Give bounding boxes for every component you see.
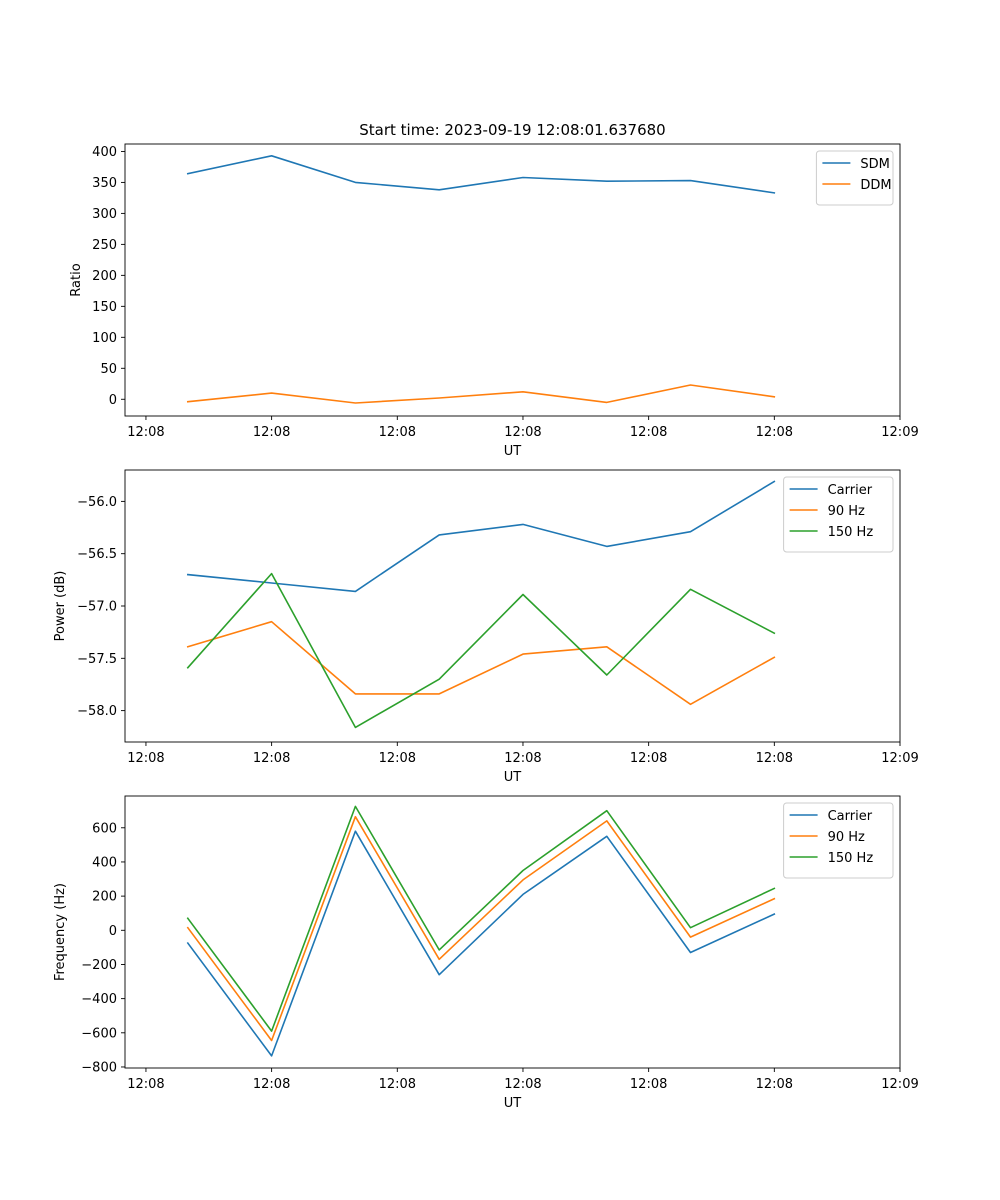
y-tick-label: 400: [92, 855, 117, 870]
series-line-90-hz: [186, 620, 776, 706]
x-axis-label: UT: [504, 444, 522, 459]
x-tick-label: 12:08: [504, 1077, 541, 1092]
x-tick-label: 12:08: [756, 751, 793, 766]
legend: SDM DDM: [815, 150, 894, 206]
legend-box: [783, 476, 894, 553]
y-axis-label: Ratio: [69, 263, 84, 296]
y-tick-label: 350: [92, 176, 117, 191]
legend-label: 90 Hz: [828, 504, 865, 519]
legend-label: 90 Hz: [828, 830, 865, 845]
x-tick-label: 12:09: [881, 425, 918, 440]
legend-label: SDM: [860, 157, 889, 172]
series-line-150-hz: [186, 572, 776, 729]
x-tick-label: 12:08: [379, 1077, 416, 1092]
y-axis-label: Power (dB): [53, 571, 68, 642]
x-tick-label: 12:08: [127, 751, 164, 766]
x-tick-label: 12:08: [127, 1077, 164, 1092]
x-tick-label: 12:09: [881, 751, 918, 766]
legend-label: Carrier: [828, 483, 873, 498]
series-line-ddm: [186, 384, 776, 404]
series-line-carrier: [186, 480, 776, 593]
subplot-1: Start time: 2023-09-19 12:08:01.637680 12…: [69, 121, 919, 459]
y-tick-label: −800: [81, 1060, 117, 1075]
subplot-3: 12:08 12:08 12:08 12:08 12:08 12:08 12:09 −800 −…: [53, 795, 919, 1111]
y-tick-label: −56.0: [77, 495, 117, 510]
y-tick-label: −400: [81, 992, 117, 1007]
plots-container: Start time: 2023-09-19 12:08:01.637680 12…: [53, 121, 919, 1111]
x-axis-label: UT: [504, 770, 522, 785]
y-tick-label: 50: [100, 362, 117, 377]
subplot-2: 12:08 12:08 12:08 12:08 12:08 12:08 12:09 −58.0…: [53, 469, 919, 785]
y-tick-label: 200: [92, 269, 117, 284]
y-tick-label: 250: [92, 238, 117, 253]
x-tick-label: 12:08: [504, 425, 541, 440]
y-tick-label: 300: [92, 207, 117, 222]
x-tick-label: 12:08: [630, 425, 667, 440]
series-line-90-hz: [186, 815, 776, 1042]
y-tick-label: 400: [92, 145, 117, 160]
y-axis-label: Frequency (Hz): [53, 883, 68, 981]
axes-frame: [124, 143, 901, 417]
x-tick-label: 12:08: [630, 751, 667, 766]
x-tick-label: 12:08: [253, 1077, 290, 1092]
y-tick-label: −58.0: [77, 704, 117, 719]
x-tick-label: 12:08: [630, 1077, 667, 1092]
x-tick-label: 12:08: [253, 751, 290, 766]
y-tick-label: 0: [109, 924, 117, 939]
legend: Carrier 90 Hz 150 Hz: [783, 802, 894, 879]
y-tick-label: 100: [92, 331, 117, 346]
legend-label: 150 Hz: [828, 525, 874, 540]
y-tick-label: 600: [92, 821, 117, 836]
legend-label: DDM: [860, 178, 891, 193]
x-axis-label: UT: [504, 1096, 522, 1111]
legend-label: Carrier: [828, 809, 873, 824]
x-tick-label: 12:08: [379, 751, 416, 766]
series-line-150-hz: [186, 805, 776, 1032]
y-tick-label: 0: [109, 393, 117, 408]
y-tick-label: −600: [81, 1026, 117, 1041]
chart-title: Start time: 2023-09-19 12:08:01.637680: [359, 121, 665, 139]
y-tick-label: −57.5: [77, 652, 117, 667]
legend: Carrier 90 Hz 150 Hz: [783, 476, 894, 553]
y-tick-label: −56.5: [77, 547, 117, 562]
x-tick-label: 12:09: [881, 1077, 918, 1092]
series-line-carrier: [186, 830, 776, 1057]
x-tick-label: 12:08: [756, 1077, 793, 1092]
x-tick-label: 12:08: [756, 425, 793, 440]
x-tick-label: 12:08: [253, 425, 290, 440]
y-tick-label: 150: [92, 300, 117, 315]
y-tick-label: 200: [92, 890, 117, 905]
series-line-sdm: [186, 155, 776, 194]
legend-box: [815, 150, 894, 206]
x-tick-label: 12:08: [379, 425, 416, 440]
y-tick-label: −200: [81, 958, 117, 973]
axes-frame: [124, 795, 901, 1069]
x-tick-label: 12:08: [127, 425, 164, 440]
legend-box: [783, 802, 894, 879]
x-tick-label: 12:08: [504, 751, 541, 766]
legend-label: 150 Hz: [828, 851, 874, 866]
y-tick-label: −57.0: [77, 600, 117, 615]
